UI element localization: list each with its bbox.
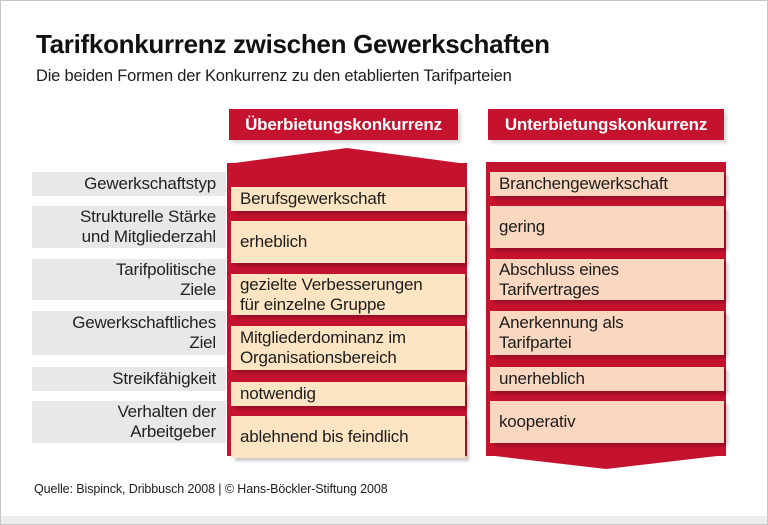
page-title: Tarifkonkurrenz zwischen Gewerkschaften <box>36 29 550 59</box>
value-right-streikfaehigkeit: unerheblich <box>490 367 724 391</box>
value-left-gewerkschaftliches-ziel: Mitgliederdominanz im Organisationsberei… <box>231 326 465 370</box>
value-right-gewerkschaftliches-ziel: Anerkennung als Tarifpartei <box>490 311 724 355</box>
row-label-strukturelle-staerke: Strukturelle Stärke und Mitgliederzahl <box>32 206 226 248</box>
column-header-unterbietungskonkurrenz: Unterbietungskonkurrenz <box>488 109 724 140</box>
arrow-down-icon <box>486 455 726 469</box>
page-subtitle: Die beiden Formen der Konkurrenz zu den … <box>36 67 512 85</box>
source-note: Quelle: Bispinck, Dribbusch 2008 | © Han… <box>34 482 388 496</box>
page-bottom-strip <box>1 516 767 524</box>
row-label-streikfaehigkeit: Streikfähigkeit <box>32 367 226 391</box>
row-label-gewerkschaftstyp: Gewerkschaftstyp <box>32 172 226 196</box>
value-right-verhalten-arbeitgeber: kooperativ <box>490 401 724 443</box>
value-left-streikfaehigkeit: notwendig <box>231 382 465 406</box>
row-label-tarifpolitische-ziele: Tarifpolitische Ziele <box>32 259 226 300</box>
value-right-tarifpolitische-ziele: Abschluss eines Tarifvertrages <box>490 259 724 300</box>
value-right-gewerkschaftstyp: Branchengewerkschaft <box>490 172 724 196</box>
value-left-gewerkschaftstyp: Berufsgewerkschaft <box>231 187 465 211</box>
value-left-tarifpolitische-ziele: gezielte Verbesserungen für einzelne Gru… <box>231 274 465 315</box>
ueberbietung-column: Berufsgewerkschaft erheblich gezielte Ve… <box>227 163 467 458</box>
column-header-ueberbietungskonkurrenz: Überbietungskonkurrenz <box>229 109 458 140</box>
row-label-gewerkschaftliches-ziel: Gewerkschaftliches Ziel <box>32 311 226 355</box>
value-right-strukturelle-staerke: gering <box>490 206 724 248</box>
unterbietung-column: Branchengewerkschaft gering Abschluss ei… <box>486 162 726 456</box>
row-label-verhalten-arbeitgeber: Verhalten der Arbeitgeber <box>32 401 226 443</box>
value-left-verhalten-arbeitgeber: ablehnend bis feindlich <box>231 416 465 458</box>
value-left-strukturelle-staerke: erheblich <box>231 221 465 263</box>
arrow-up-icon <box>227 148 467 164</box>
